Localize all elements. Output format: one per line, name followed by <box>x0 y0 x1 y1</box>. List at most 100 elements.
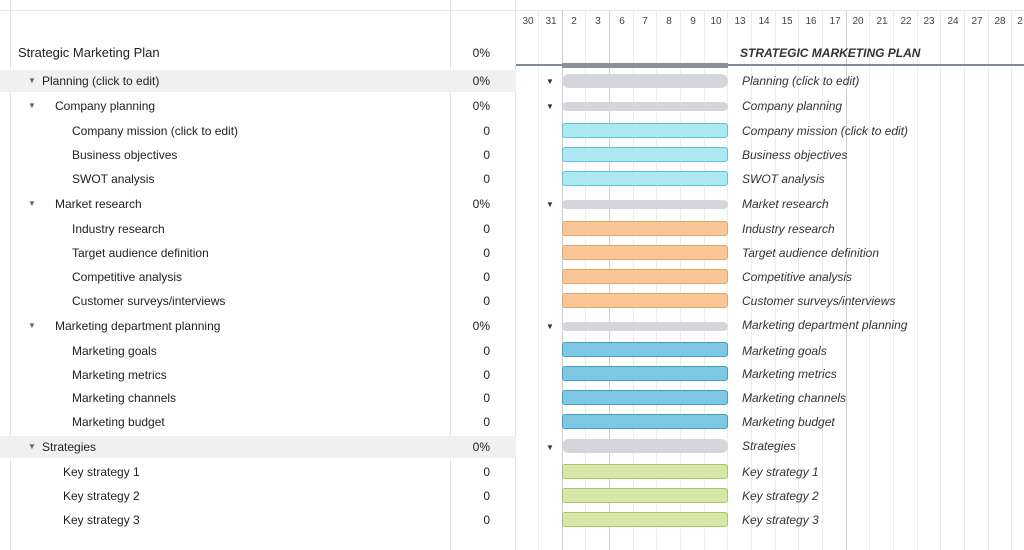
task-row-group[interactable]: ▼ Planning (click to edit) 0% <box>0 70 516 92</box>
day-label: 20 <box>852 16 864 27</box>
task-row[interactable]: Marketing channels 0 <box>0 387 516 409</box>
bar-label: Marketing goals <box>742 344 827 358</box>
task-name[interactable]: Marketing goals <box>72 344 157 358</box>
task-name[interactable]: Strategies <box>42 440 97 454</box>
task-row-group[interactable]: ▼ Strategies 0% <box>0 436 516 458</box>
task-name[interactable]: Target audience definition <box>72 246 209 260</box>
task-name[interactable]: Customer surveys/interviews <box>72 294 226 308</box>
task-name[interactable]: Business objectives <box>72 148 178 162</box>
task-progress: 0 <box>483 124 490 138</box>
task-row[interactable]: Key strategy 1 0 <box>0 461 516 483</box>
plan-progress: 0% <box>472 46 490 60</box>
gantt-project-title: STRATEGIC MARKETING PLAN <box>740 46 921 60</box>
gantt-collapse-icon[interactable]: ▼ <box>546 102 554 111</box>
task-bar[interactable] <box>562 123 728 138</box>
task-row[interactable]: Key strategy 2 0 <box>0 485 516 507</box>
task-bar[interactable] <box>562 488 728 503</box>
collapse-triangle-icon[interactable]: ▼ <box>28 442 36 451</box>
task-row[interactable]: Customer surveys/interviews 0 <box>0 290 516 312</box>
collapse-triangle-icon[interactable]: ▼ <box>28 76 36 85</box>
group-bar[interactable] <box>562 439 728 453</box>
day-label: 2 <box>1017 16 1023 27</box>
task-name[interactable]: Marketing department planning <box>55 319 221 333</box>
gantt-collapse-icon[interactable]: ▼ <box>546 77 554 86</box>
bar-label: Competitive analysis <box>742 270 853 284</box>
task-list-header <box>0 0 516 11</box>
task-bar[interactable] <box>562 414 728 429</box>
task-row-group[interactable]: ▼ Market research 0% <box>0 193 516 215</box>
task-name[interactable]: SWOT analysis <box>72 172 155 186</box>
bar-label: Target audience definition <box>742 246 879 260</box>
project-summary-bar[interactable] <box>562 63 728 68</box>
group-bar[interactable] <box>562 74 728 88</box>
day-label: 10 <box>710 16 722 27</box>
day-label: 28 <box>994 16 1006 27</box>
task-bar[interactable] <box>562 147 728 162</box>
task-name[interactable]: Key strategy 1 <box>63 465 140 479</box>
task-row[interactable]: Company mission (click to edit) 0 <box>0 120 516 142</box>
collapse-triangle-icon[interactable]: ▼ <box>28 101 36 110</box>
task-row[interactable]: Target audience definition 0 <box>0 242 516 264</box>
day-label: 21 <box>876 16 888 27</box>
group-bar[interactable] <box>562 102 728 111</box>
task-bar[interactable] <box>562 293 728 308</box>
group-bar[interactable] <box>562 200 728 209</box>
task-row[interactable]: Business objectives 0 <box>0 144 516 166</box>
task-name[interactable]: Marketing metrics <box>72 368 167 382</box>
gridline <box>940 10 941 550</box>
task-row[interactable]: SWOT analysis 0 <box>0 168 516 190</box>
task-row-group[interactable]: ▼ Company planning 0% <box>0 95 516 117</box>
gantt-collapse-icon[interactable]: ▼ <box>546 322 554 331</box>
day-label: 8 <box>666 16 672 27</box>
task-bar[interactable] <box>562 171 728 186</box>
gantt-collapse-icon[interactable]: ▼ <box>546 443 554 452</box>
task-progress: 0 <box>483 489 490 503</box>
task-bar[interactable] <box>562 390 728 405</box>
task-name[interactable]: Market research <box>55 197 142 211</box>
task-name[interactable]: Competitive analysis <box>72 270 183 284</box>
task-bar[interactable] <box>562 512 728 527</box>
task-row-group[interactable]: ▼ Marketing department planning 0% <box>0 315 516 337</box>
task-progress: 0% <box>472 197 490 211</box>
plan-row[interactable]: Strategic Marketing Plan 0% <box>0 42 516 64</box>
gridline <box>893 10 894 550</box>
task-name[interactable]: Marketing budget <box>72 415 165 429</box>
task-name[interactable]: Key strategy 2 <box>63 489 140 503</box>
task-name[interactable]: Key strategy 3 <box>63 513 140 527</box>
day-label: 15 <box>781 16 793 27</box>
timeline-header: 30 31 2 3 6 7 8 9 10 13 14 15 16 17 20 2… <box>516 10 1024 33</box>
task-progress: 0 <box>483 368 490 382</box>
task-row[interactable]: Marketing metrics 0 <box>0 364 516 386</box>
task-list-panel: Strategic Marketing Plan 0% ▼ Planning (… <box>0 0 516 550</box>
gridline <box>846 10 847 550</box>
task-name[interactable]: Marketing channels <box>72 391 177 405</box>
task-bar[interactable] <box>562 221 728 236</box>
task-bar[interactable] <box>562 269 728 284</box>
day-label: 30 <box>522 16 534 27</box>
column-divider <box>450 0 451 550</box>
group-bar[interactable] <box>562 322 728 331</box>
gridline <box>798 10 799 550</box>
task-name[interactable]: Company planning <box>55 99 156 113</box>
task-bar[interactable] <box>562 342 728 357</box>
task-name[interactable]: Company mission (click to edit) <box>72 124 239 138</box>
column-divider <box>10 0 11 550</box>
task-row[interactable]: Competitive analysis 0 <box>0 266 516 288</box>
task-row[interactable]: Marketing budget 0 <box>0 411 516 433</box>
gantt-collapse-icon[interactable]: ▼ <box>546 200 554 209</box>
collapse-triangle-icon[interactable]: ▼ <box>28 199 36 208</box>
task-bar[interactable] <box>562 366 728 381</box>
task-name[interactable]: Planning (click to edit) <box>42 74 160 88</box>
task-progress: 0 <box>483 222 490 236</box>
gridline <box>822 10 823 550</box>
task-row[interactable]: Marketing goals 0 <box>0 340 516 362</box>
project-timeline-line <box>516 64 1024 66</box>
task-bar[interactable] <box>562 464 728 479</box>
day-label: 23 <box>923 16 935 27</box>
task-row[interactable]: Key strategy 3 0 <box>0 509 516 531</box>
task-bar[interactable] <box>562 245 728 260</box>
task-row[interactable]: Industry research 0 <box>0 218 516 240</box>
task-name[interactable]: Industry research <box>72 222 165 236</box>
plan-title[interactable]: Strategic Marketing Plan <box>18 45 160 60</box>
collapse-triangle-icon[interactable]: ▼ <box>28 321 36 330</box>
